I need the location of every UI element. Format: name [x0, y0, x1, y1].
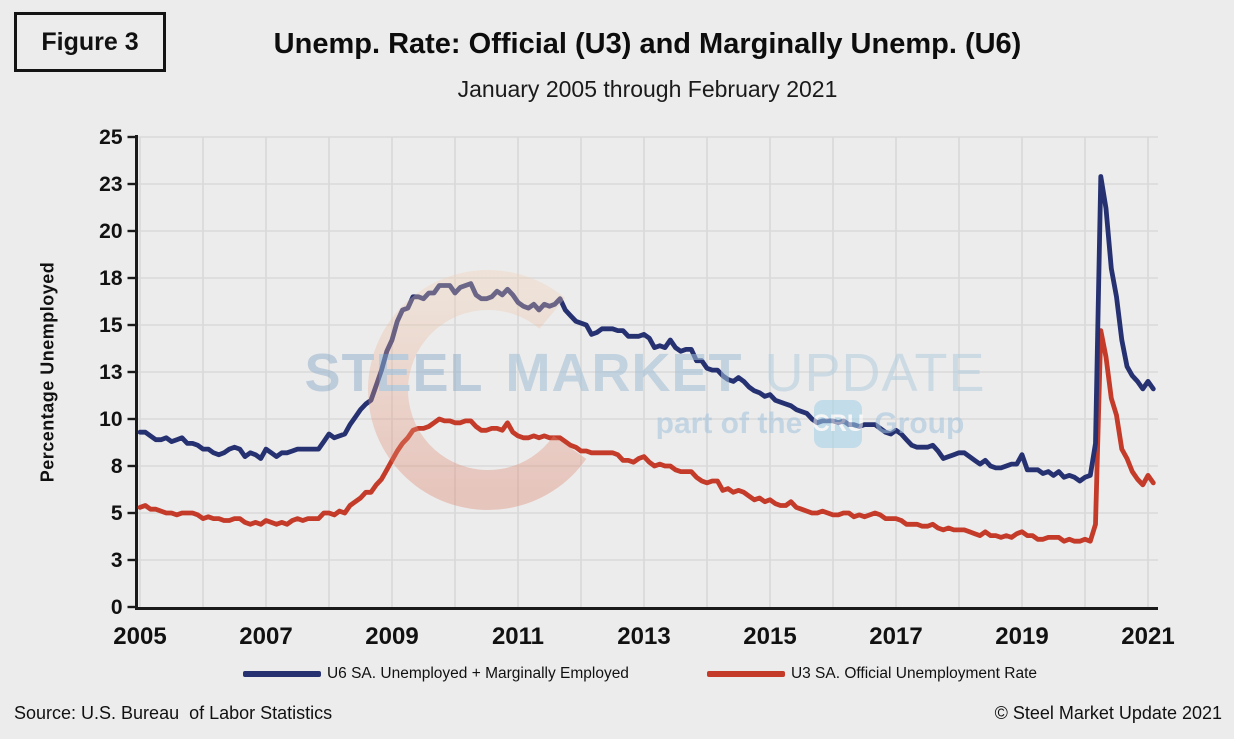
y-axis-title: Percentage Unemployed	[37, 261, 58, 483]
source-note: Source: U.S. Bureau of Labor Statistics	[14, 703, 333, 723]
y-tick-label: 15	[99, 314, 123, 337]
u3-legend-label: U3 SA. Official Unemployment Rate	[790, 665, 1038, 682]
y-tick-label: 3	[111, 549, 123, 572]
x-tick-label: 2017	[869, 623, 922, 650]
y-tick-label: 23	[99, 173, 122, 196]
series-line-u3	[137, 328, 1156, 544]
legend-item-u3: U3 SA. Official Unemployment Rate	[706, 665, 1038, 683]
x-tick-label: 2019	[995, 623, 1048, 650]
y-tick-label: 20	[99, 220, 122, 243]
chart-title: Unemp. Rate: Official (U3) and Marginall…	[273, 28, 1022, 60]
chart-legend: U6 SA. Unemployed + Marginally Employed …	[120, 665, 1160, 683]
y-tick-label: 13	[99, 361, 122, 384]
y-tick-label: 5	[111, 502, 123, 525]
figure-label: Figure 3	[14, 12, 166, 72]
y-tick-label: 18	[99, 267, 123, 290]
chart-subtitle: January 2005 through February 2021	[457, 76, 838, 102]
x-tick-label: 2009	[365, 623, 418, 650]
chart-footer: Source: U.S. Bureau of Labor Statistics …	[14, 703, 1222, 724]
x-tick-label: 2011	[492, 623, 544, 650]
copyright-note: © Steel Market Update 2021	[994, 703, 1222, 723]
legend-item-u6: U6 SA. Unemployed + Marginally Employed	[242, 665, 629, 683]
u6-line-swatch	[242, 671, 321, 677]
y-tick-label: 25	[99, 126, 123, 149]
y-tick-label: 8	[111, 455, 123, 478]
u6-legend-label: U6 SA. Unemployed + Marginally Employed	[326, 665, 629, 682]
series-line-u6	[137, 174, 1156, 484]
x-tick-label: 2005	[113, 623, 166, 650]
u3-line-swatch	[706, 671, 785, 677]
x-tick-label: 2021	[1121, 623, 1174, 650]
y-tick-label: 0	[111, 596, 123, 619]
x-tick-label: 2013	[617, 623, 670, 650]
x-tick-label: 2007	[239, 623, 292, 650]
y-tick-label: 10	[99, 408, 122, 431]
x-tick-label: 2015	[743, 623, 796, 650]
